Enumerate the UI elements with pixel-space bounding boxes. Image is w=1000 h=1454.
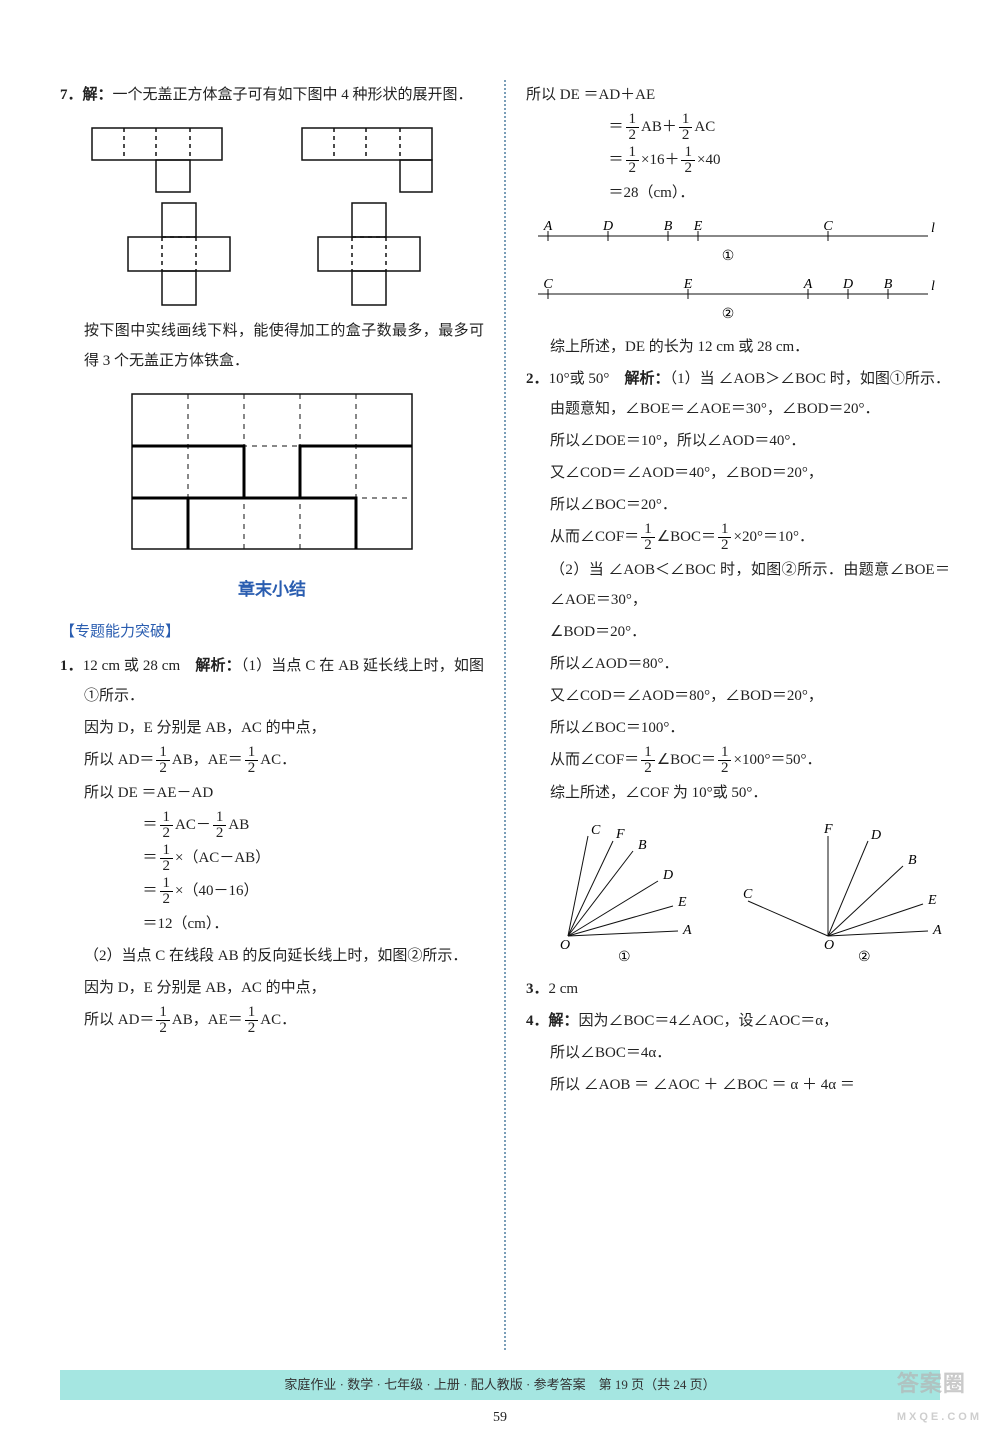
svg-text:C: C	[591, 823, 601, 838]
svg-text:①: ①	[722, 249, 735, 264]
svg-text:E: E	[683, 277, 693, 292]
r1: 所以 DE ＝AD＋AE	[526, 80, 950, 110]
q1-num: 1．	[60, 658, 83, 674]
q1-t4: 所以 DE ＝AE－AD	[60, 778, 484, 808]
svg-text:O: O	[824, 938, 834, 953]
sheet-cut-svg	[122, 384, 422, 559]
svg-text:E: E	[927, 893, 937, 908]
q1-t11: 所以 AD＝12AB，AE＝12AC．	[60, 1005, 484, 1036]
svg-text:B: B	[664, 219, 673, 234]
svg-text:B: B	[638, 838, 647, 853]
q2-t5: 从而∠COF＝12∠BOC＝12×20°＝10°．	[526, 522, 950, 553]
q2-ans: 10°或 50°	[549, 371, 625, 387]
cube-nets-svg	[72, 118, 472, 308]
q3: 3．2 cm	[526, 974, 950, 1004]
svg-text:D: D	[870, 828, 881, 843]
q2-label: 解析：	[624, 371, 669, 387]
right-column: 所以 DE ＝AD＋AE ＝12AB＋12AC ＝12×16＋12×40 ＝28…	[526, 80, 950, 1350]
svg-text:B: B	[908, 853, 917, 868]
subsection: 【专题能力突破】	[60, 617, 484, 647]
page: 7．解：一个无盖正方体盒子可有如下图中 4 种形状的展开图．	[0, 0, 1000, 1370]
svg-text:②: ②	[722, 307, 735, 322]
svg-text:A: A	[803, 277, 813, 292]
svg-text:E: E	[693, 219, 703, 234]
svg-text:①: ①	[618, 950, 631, 965]
q1-label: 解析：	[195, 658, 240, 674]
footer-bar: 家庭作业 · 数学 · 七年级 · 上册 · 配人教版 · 参考答案 第 19 …	[60, 1370, 940, 1400]
q1: 1．12 cm 或 28 cm 解析：（1）当点 C 在 AB 延长线上时，如图…	[60, 651, 484, 711]
q2: 2．10°或 50° 解析：（1）当 ∠AOB＞∠BOC 时，如图①所示．由题意…	[526, 364, 950, 424]
watermark: 答案圈 MXQE.COM	[897, 1362, 982, 1428]
q1-t6: ＝12×（AC－AB）	[60, 843, 484, 874]
svg-text:l: l	[931, 221, 935, 236]
q4-t2: 所以∠BOC＝4α．	[526, 1038, 950, 1068]
q7: 7．解：一个无盖正方体盒子可有如下图中 4 种形状的展开图．	[60, 80, 484, 110]
q2-t10: 从而∠COF＝12∠BOC＝12×100°＝50°．	[526, 745, 950, 776]
svg-text:C: C	[743, 887, 753, 902]
svg-text:l: l	[931, 279, 935, 294]
q1-t10: 因为 D，E 分别是 AB，AC 的中点，	[60, 973, 484, 1003]
q1-ans: 12 cm 或 28 cm	[83, 658, 196, 674]
svg-text:A: A	[682, 923, 692, 938]
r4: ＝28（cm）．	[526, 178, 950, 208]
q2-t8: 又∠COD＝∠AOD＝80°，∠BOD＝20°，	[526, 681, 950, 711]
q2-t6b: ∠BOD＝20°．	[526, 617, 950, 647]
q1-t7: ＝12×（40－16）	[60, 876, 484, 907]
svg-text:F: F	[615, 827, 625, 842]
q2-t11: 综上所述，∠COF 为 10°或 50°．	[526, 778, 950, 808]
q1-t5: ＝12AC－12AB	[60, 810, 484, 841]
r5: 综上所述，DE 的长为 12 cm 或 28 cm．	[526, 332, 950, 362]
svg-text:B: B	[884, 277, 893, 292]
svg-text:F: F	[823, 822, 833, 837]
svg-text:C: C	[823, 219, 833, 234]
svg-text:D: D	[662, 868, 673, 883]
column-divider	[504, 80, 506, 1350]
q1-t2: 因为 D，E 分别是 AB，AC 的中点，	[60, 713, 484, 743]
q1-t3: 所以 AD＝12AB，AE＝12AC．	[60, 745, 484, 776]
numberline-1: A D B E Cl ①	[528, 216, 948, 266]
q2-t6: （2）当 ∠AOB＜∠BOC 时，如图②所示．由题意∠BOE＝∠AOE＝30°，	[526, 555, 950, 615]
q2-t4: 所以∠BOC＝20°．	[526, 490, 950, 520]
svg-text:D: D	[842, 277, 853, 292]
section-title: 章末小结	[60, 573, 484, 607]
q4: 4．解：因为∠BOC＝4∠AOC，设∠AOC＝α，	[526, 1006, 950, 1036]
q2-num: 2．	[526, 371, 549, 387]
q1-t9: （2）当点 C 在线段 AB 的反向延长线上时，如图②所示．	[60, 941, 484, 971]
r3: ＝12×16＋12×40	[526, 145, 950, 176]
q4-t3: 所以 ∠AOB ＝ ∠AOC ＋ ∠BOC ＝ α ＋ 4α ＝	[526, 1070, 950, 1100]
page-number: 59	[0, 1400, 1000, 1442]
svg-text:②: ②	[858, 950, 871, 965]
q7-head: 解：	[83, 87, 113, 103]
svg-text:A: A	[543, 219, 553, 234]
angle-diagrams: CFB DEA O ① C FDB EA O ②	[528, 816, 948, 966]
q2-t2: 所以∠DOE＝10°，所以∠AOD＝40°．	[526, 426, 950, 456]
numberline-2: C E A D Bl ②	[528, 274, 948, 324]
svg-text:A: A	[932, 923, 942, 938]
q2-t3: 又∠COD＝∠AOD＝40°，∠BOD＝20°，	[526, 458, 950, 488]
q7-num: 7．	[60, 87, 83, 103]
svg-text:O: O	[560, 938, 570, 953]
q7-mid: 按下图中实线画线下料，能使得加工的盒子数最多，最多可得 3 个无盖正方体铁盒．	[60, 316, 484, 376]
q2-t7: 所以∠AOD＝80°．	[526, 649, 950, 679]
svg-text:C: C	[543, 277, 553, 292]
svg-text:E: E	[677, 895, 687, 910]
q7-text: 一个无盖正方体盒子可有如下图中 4 种形状的展开图．	[113, 87, 473, 103]
svg-text:D: D	[602, 219, 613, 234]
q1-t8: ＝12（cm）．	[60, 909, 484, 939]
r2: ＝12AB＋12AC	[526, 112, 950, 143]
q2-t9: 所以∠BOC＝100°．	[526, 713, 950, 743]
left-column: 7．解：一个无盖正方体盒子可有如下图中 4 种形状的展开图．	[60, 80, 484, 1350]
